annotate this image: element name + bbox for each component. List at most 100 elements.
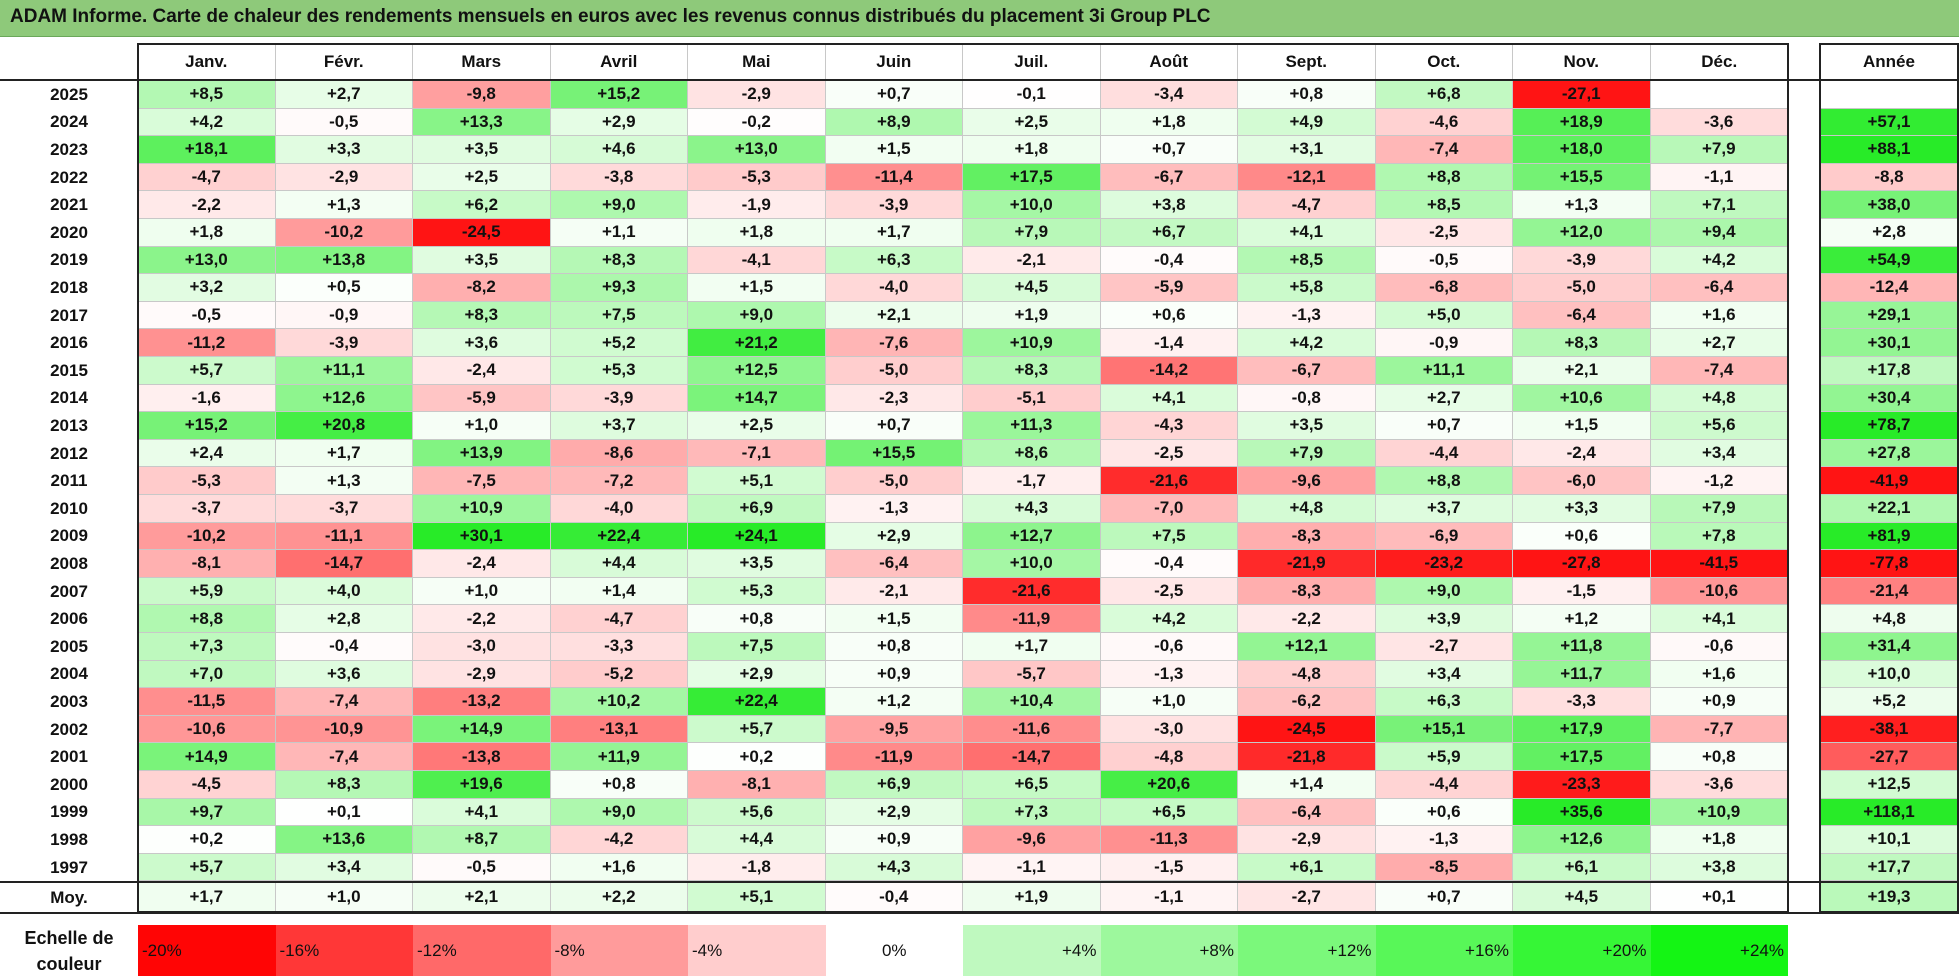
color-scale-swatch: -20% [138,925,276,976]
heatmap-cell: -1,9 [688,191,826,219]
heatmap-cell: -0,1 [963,81,1101,109]
row-year-label: 2016 [50,333,88,353]
heatmap-cell: -11,1 [275,522,413,551]
heatmap-cell: -6,4 [1650,274,1788,302]
heatmap-cell: -2,1 [825,577,963,606]
heatmap-cell: -7,5 [413,467,551,495]
row-year-label: 2008 [50,553,88,573]
heatmap-cell: +2,9 [825,798,963,827]
color-scale-swatch: +20% [1513,925,1651,976]
heatmap-cell: -4,4 [1375,771,1513,799]
heatmap-cell: +2,5 [963,108,1101,137]
heatmap-cell: +4,9 [1238,108,1376,137]
heatmap-cell: +9,0 [550,191,688,219]
heatmap-cell: +7,5 [688,633,826,661]
heatmap-cell: -21,6 [1100,467,1238,495]
heatmap-cell: +1,0 [413,577,551,606]
row-year-label: 2014 [50,388,88,408]
heatmap-cell: +22,4 [688,688,826,716]
row-year-label: 2000 [50,774,88,794]
heatmap-cell: -10,2 [138,522,276,551]
month-header: Nov. [1513,44,1651,79]
heatmap-cell: -1,7 [963,467,1101,495]
heatmap-cell: -13,1 [550,715,688,744]
heatmap-cell: -1,8 [688,853,826,882]
heatmap-cell: +7,3 [138,633,276,661]
heatmap-cell: +4,8 [1650,384,1788,413]
heatmap-cell: +1,5 [825,605,963,633]
heatmap-cell: +17,5 [963,163,1101,192]
row-year-label: 2013 [50,415,88,435]
heatmap-cell: -14,7 [275,550,413,578]
heatmap-cell: +2,9 [688,660,826,689]
heatmap-cell: -2,9 [275,163,413,192]
heatmap-cell: -4,6 [1375,108,1513,137]
heatmap-cell: -0,5 [275,108,413,137]
heatmap-cell: +24,1 [688,522,826,551]
heatmap-cell: +1,0 [1100,688,1238,716]
heatmap-cell: +13,0 [138,246,276,275]
separator-line [0,79,1959,81]
heatmap-cell: -5,2 [550,660,688,689]
year-total-cell: +10,0 [1821,660,1957,689]
heatmap-cell: +6,9 [688,495,826,523]
heatmap-cell: +2,7 [1650,329,1788,357]
heatmap-cell: -1,5 [1513,577,1651,606]
heatmap-cell: -41,5 [1650,550,1788,578]
heatmap-cell: -4,4 [1375,439,1513,468]
scale-label-line1: Echelle de [24,928,114,948]
heatmap-cell: +11,7 [1513,660,1651,689]
year-total-cell: +118,1 [1821,798,1957,827]
heatmap-cell: -5,3 [138,467,276,495]
heatmap-cell: +1,8 [688,219,826,247]
heatmap-cell: -6,8 [1375,274,1513,302]
month-header: Oct. [1376,44,1513,79]
heatmap-cell: +3,8 [1650,853,1788,882]
heatmap-cell: -13,2 [413,688,551,716]
heatmap-cell: +3,7 [1375,495,1513,523]
heatmap-cell: +5,9 [1375,743,1513,771]
year-total-cell: +4,8 [1821,605,1957,633]
heatmap-cell: +2,7 [275,81,413,109]
heatmap-cell: +3,4 [1650,439,1788,468]
heatmap-cell: +6,2 [413,191,551,219]
heatmap-cell: +8,8 [138,605,276,633]
year-total-cell: +31,4 [1821,633,1957,661]
heatmap-cell: +0,5 [275,274,413,302]
year-total-cell: +57,1 [1821,108,1957,137]
heatmap-cell: +1,3 [275,191,413,219]
heatmap-cell: -4,3 [1100,412,1238,440]
heatmap-cell [1650,81,1788,109]
year-total-cell: +2,8 [1821,219,1957,247]
year-total-cell: -21,4 [1821,577,1957,606]
heatmap-cell: +3,5 [413,246,551,275]
heatmap-cell: +4,4 [550,550,688,578]
heatmap-cell: +10,9 [963,329,1101,357]
year-total-cell: +38,0 [1821,191,1957,219]
heatmap-cell: +2,5 [413,163,551,192]
heatmap-cell: +3,3 [275,136,413,164]
scale-label-line2: couleur [36,954,102,974]
heatmap-cell: -7,4 [1375,136,1513,164]
heatmap-cell: +2,8 [275,605,413,633]
heatmap-cell: +2,7 [1375,384,1513,413]
heatmap-cell: -5,0 [1513,274,1651,302]
heatmap-cell: -1,3 [1375,826,1513,854]
heatmap-cell: +15,5 [1513,163,1651,192]
heatmap-cell: -5,7 [963,660,1101,689]
heatmap-cell: -3,4 [1100,81,1238,109]
heatmap-cell: +0,7 [825,412,963,440]
heatmap-cell: +5,2 [550,329,688,357]
heatmap-cell: +15,1 [1375,715,1513,744]
heatmap-cell: +1,6 [1650,660,1788,689]
heatmap-cell: +7,3 [963,798,1101,827]
heatmap-cell: +4,1 [413,798,551,827]
year-total-cell: -77,8 [1821,550,1957,578]
year-header: Année [1863,51,1915,71]
heatmap-cell: +10,9 [413,495,551,523]
heatmap-cell: -3,9 [275,329,413,357]
heatmap-cell: -10,6 [138,715,276,744]
heatmap-cell: -3,7 [138,495,276,523]
heatmap-cell: +6,9 [825,771,963,799]
year-total-cell: +88,1 [1821,136,1957,164]
